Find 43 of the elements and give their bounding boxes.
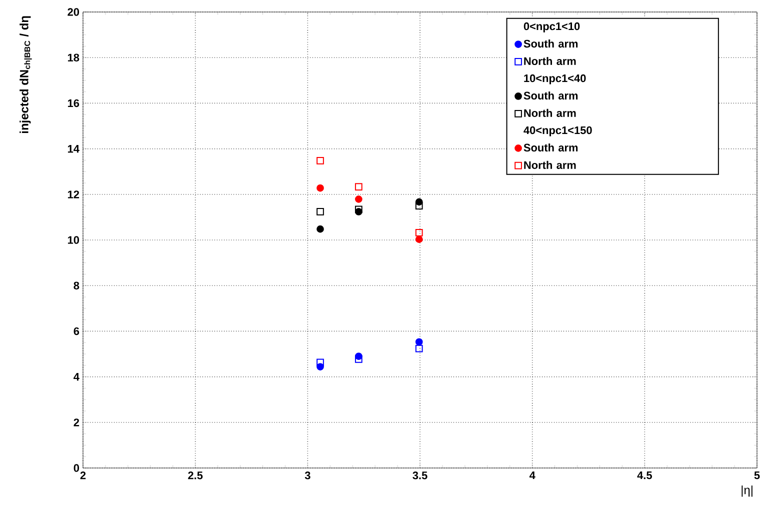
- x-tick-label: 2.5: [188, 472, 203, 480]
- x-tick-label: 5: [754, 472, 760, 480]
- point: [316, 225, 324, 233]
- point: [415, 338, 423, 346]
- annotation: 40<npc1<150: [524, 126, 592, 136]
- point: [354, 183, 362, 191]
- point: [415, 229, 423, 236]
- point: [415, 236, 423, 243]
- y-tick-label: 12: [68, 190, 80, 198]
- y-tick-label: 8: [74, 282, 80, 290]
- x-tick-label: 3: [304, 472, 310, 480]
- y-tick-label: 6: [74, 327, 80, 336]
- point: [354, 206, 362, 214]
- legend-label: South arm: [524, 40, 578, 48]
- annotation: 10<npc1<40: [524, 74, 586, 84]
- legend-label: North arm: [524, 160, 576, 169]
- y-tick-label: 16: [68, 99, 80, 108]
- point: [415, 202, 423, 210]
- y-tick-label: 10: [68, 236, 80, 244]
- y-tick-label: 20: [68, 8, 80, 16]
- y-tick-label: 0: [74, 464, 80, 472]
- point: [354, 195, 362, 203]
- legend-label: South arm: [524, 143, 578, 152]
- point: [354, 356, 362, 363]
- x-tick-label: 3.5: [412, 472, 428, 480]
- point: [316, 156, 324, 164]
- legend-label: North arm: [524, 108, 576, 117]
- y-tick-label: 2: [74, 418, 80, 426]
- y-tick-label: 18: [68, 54, 80, 62]
- point: [316, 184, 324, 192]
- x-tick-label: 4.5: [637, 472, 652, 480]
- x-tick-label: 4: [529, 472, 536, 480]
- point: [316, 358, 324, 366]
- annotation: 0<npc1<10: [524, 22, 580, 32]
- point: [316, 208, 324, 216]
- legend-label: North arm: [524, 56, 576, 66]
- y-tick-label: 4: [74, 373, 80, 381]
- y-axis-title: injected dN$_{ch|BBC}$ / dη: [20, 16, 32, 133]
- x-axis-title: |η|: [742, 486, 752, 497]
- y-tick-label: 14: [68, 145, 80, 153]
- x-tick-label: 2: [80, 472, 86, 480]
- legend-label: South arm: [524, 92, 578, 100]
- point: [415, 344, 423, 352]
